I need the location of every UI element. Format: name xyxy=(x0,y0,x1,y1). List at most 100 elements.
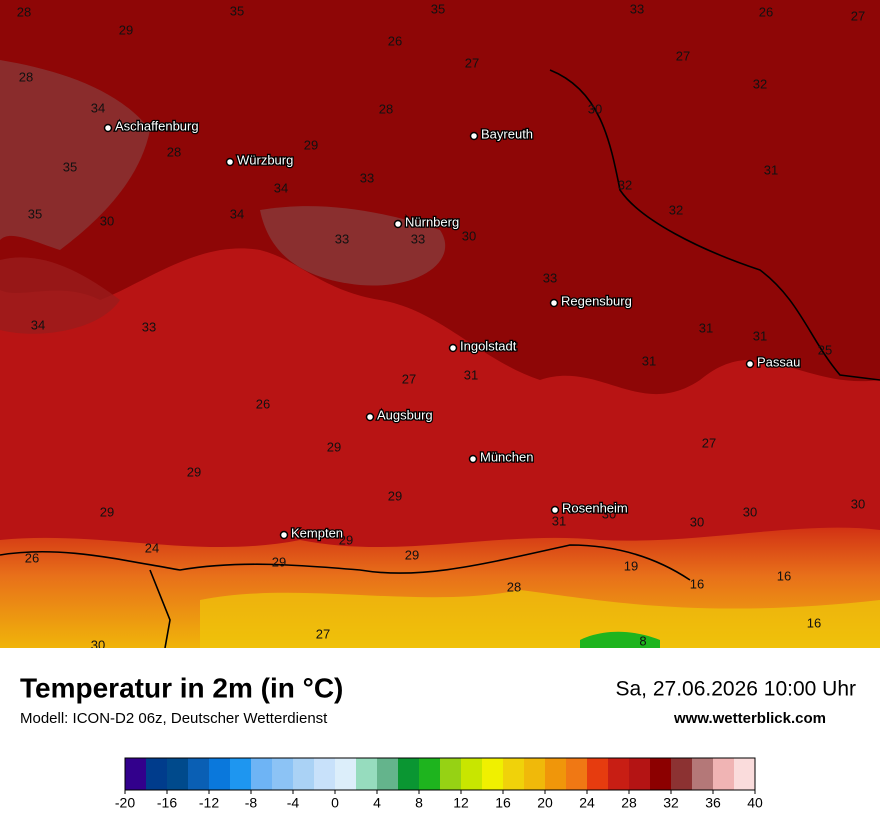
temperature-label: 28 xyxy=(167,144,181,159)
city-label: Kempten xyxy=(291,525,343,540)
colorbar-tick-label: 28 xyxy=(621,795,637,811)
colorbar-tick-label: -20 xyxy=(115,795,135,811)
colorbar-swatch xyxy=(167,758,189,790)
city-marker xyxy=(365,412,375,422)
city-label: Bayreuth xyxy=(481,126,533,141)
colorbar-swatch xyxy=(251,758,273,790)
colorbar-tick-label: 4 xyxy=(373,795,381,811)
temperature-label: 16 xyxy=(807,615,821,630)
temperature-label: 26 xyxy=(256,396,270,411)
temperature-label: 29 xyxy=(327,439,341,454)
colorbar-swatch xyxy=(146,758,168,790)
temperature-label: 29 xyxy=(119,22,133,37)
temperature-label: 27 xyxy=(851,8,865,23)
city-marker xyxy=(468,454,478,464)
temperature-label: 34 xyxy=(230,206,244,221)
colorbar-swatch xyxy=(587,758,609,790)
temperature-label: 29 xyxy=(304,137,318,152)
temperature-label: 25 xyxy=(818,342,832,357)
temperature-label: 27 xyxy=(402,371,416,386)
temperature-label: 33 xyxy=(142,319,156,334)
temperature-label: 28 xyxy=(507,579,521,594)
colorbar-tick-label: 0 xyxy=(331,795,339,811)
colorbar-tick-label: 12 xyxy=(453,795,469,811)
temperature-label: 30 xyxy=(588,101,602,116)
colorbar-swatch xyxy=(461,758,483,790)
temperature-label: 29 xyxy=(405,547,419,562)
temperature-label: 33 xyxy=(630,1,644,16)
colorbar-swatch xyxy=(293,758,315,790)
colorbar-swatch xyxy=(209,758,231,790)
colorbar-swatch xyxy=(482,758,504,790)
city-label: Würzburg xyxy=(237,152,293,167)
temperature-label: 31 xyxy=(699,320,713,335)
colorbar-tick-label: 40 xyxy=(747,795,763,811)
title: Temperatur in 2m (in °C) xyxy=(20,672,343,703)
temperature-label: 28 xyxy=(379,101,393,116)
colorbar-tick-label: 20 xyxy=(537,795,553,811)
temperature-label: 29 xyxy=(388,488,402,503)
temperature-label: 27 xyxy=(465,55,479,70)
city-marker xyxy=(549,298,559,308)
colorbar-swatch xyxy=(377,758,399,790)
colorbar-swatch xyxy=(545,758,567,790)
colorbar-tick-label: 36 xyxy=(705,795,721,811)
city-label: Passau xyxy=(757,354,800,369)
temperature-label: 24 xyxy=(145,540,159,555)
temperature-label: 8 xyxy=(639,633,646,648)
temperature-label: 30 xyxy=(100,213,114,228)
colorbar-swatch xyxy=(692,758,714,790)
temperature-label: 16 xyxy=(777,568,791,583)
colorbar-swatch xyxy=(398,758,420,790)
temperature-label: 27 xyxy=(676,48,690,63)
temperature-label: 31 xyxy=(642,353,656,368)
temperature-label: 34 xyxy=(91,100,105,115)
temperature-label: 29 xyxy=(272,554,286,569)
colorbar-tick-label: 16 xyxy=(495,795,511,811)
temperature-label: 34 xyxy=(274,180,288,195)
temperature-label: 33 xyxy=(335,231,349,246)
temperature-label: 27 xyxy=(316,626,330,641)
temperature-label: 34 xyxy=(31,317,45,332)
temperature-label: 32 xyxy=(618,177,632,192)
city-marker xyxy=(103,123,113,133)
city-label: Augsburg xyxy=(377,407,433,422)
temperature-label: 26 xyxy=(25,550,39,565)
temperature-label: 31 xyxy=(552,513,566,528)
city-marker xyxy=(448,343,458,353)
colorbar-swatch xyxy=(650,758,672,790)
temperature-label: 16 xyxy=(690,576,704,591)
city-label: Regensburg xyxy=(561,293,632,308)
colorbar-tick-label: -16 xyxy=(157,795,177,811)
footer-panel xyxy=(0,648,880,830)
map-background xyxy=(0,0,880,648)
temperature-label: 32 xyxy=(753,76,767,91)
colorbar-swatch xyxy=(566,758,588,790)
temperature-label: 29 xyxy=(187,464,201,479)
colorbar-swatch xyxy=(230,758,252,790)
temperature-label: 31 xyxy=(753,328,767,343)
colorbar-swatch xyxy=(734,758,756,790)
colorbar-swatch xyxy=(335,758,357,790)
temperature-label: 30 xyxy=(690,514,704,529)
colorbar-swatch xyxy=(608,758,630,790)
colorbar-swatch xyxy=(713,758,735,790)
city-marker xyxy=(469,131,479,141)
city-marker xyxy=(225,157,235,167)
city-label: München xyxy=(480,449,533,464)
temperature-label: 27 xyxy=(702,435,716,450)
colorbar-swatch xyxy=(629,758,651,790)
colorbar-tick-label: -4 xyxy=(287,795,300,811)
colorbar-swatch xyxy=(314,758,336,790)
temperature-label: 28 xyxy=(19,69,33,84)
temperature-label: 33 xyxy=(360,170,374,185)
temperature-label: 19 xyxy=(624,558,638,573)
colorbar-tick-label: -8 xyxy=(245,795,258,811)
colorbar-swatch xyxy=(272,758,294,790)
temperature-label: 32 xyxy=(669,202,683,217)
borders xyxy=(0,69,880,649)
website: www.wetterblick.com xyxy=(673,710,826,727)
temperature-label: 35 xyxy=(431,1,445,16)
